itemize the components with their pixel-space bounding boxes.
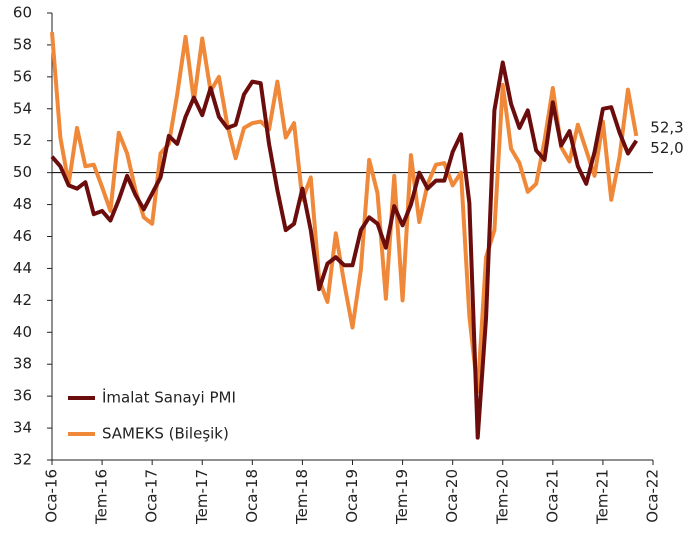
y-tick-label: 44 <box>13 259 32 277</box>
series-line <box>50 60 638 440</box>
y-tick-label: 46 <box>13 227 32 245</box>
y-tick-label: 54 <box>13 99 32 117</box>
x-tick-label: Oca-17 <box>143 469 161 523</box>
y-tick-label: 52 <box>13 131 32 149</box>
x-tick-label: Tem-21 <box>593 469 611 525</box>
value-label: 52,0 <box>650 139 683 157</box>
y-tick-label: 42 <box>13 291 32 309</box>
legend-label: SAMEKS (Bileşik) <box>102 425 229 443</box>
x-tick-label: Oca-22 <box>644 469 662 523</box>
y-tick-label: 50 <box>13 163 32 181</box>
x-tick-label: Oca-20 <box>443 469 461 523</box>
x-tick-label: Oca-21 <box>543 469 561 523</box>
y-tick-label: 36 <box>13 387 32 405</box>
y-tick-label: 40 <box>13 323 32 341</box>
x-tick-label: Tem-20 <box>493 469 511 525</box>
x-tick-label: Oca-18 <box>243 469 261 523</box>
x-tick-label: Oca-16 <box>43 469 61 523</box>
legend-label: İmalat Sanayi PMI <box>102 388 236 407</box>
y-tick-label: 56 <box>13 67 32 85</box>
x-tick-label: Tem-18 <box>293 469 311 525</box>
y-tick-label: 34 <box>13 419 32 437</box>
x-tick-label: Oca-19 <box>343 469 361 523</box>
y-tick-label: 60 <box>13 4 32 22</box>
series-line <box>50 31 639 394</box>
y-tick-label: 48 <box>13 195 32 213</box>
y-tick-label: 32 <box>13 451 32 469</box>
y-tick-label: 38 <box>13 355 32 373</box>
x-tick-label: Tem-19 <box>393 469 411 525</box>
x-tick-label: Tem-17 <box>193 469 211 525</box>
y-tick-label: 58 <box>13 35 32 53</box>
x-tick-label: Tem-16 <box>93 469 111 525</box>
value-label: 52,3 <box>650 118 683 136</box>
